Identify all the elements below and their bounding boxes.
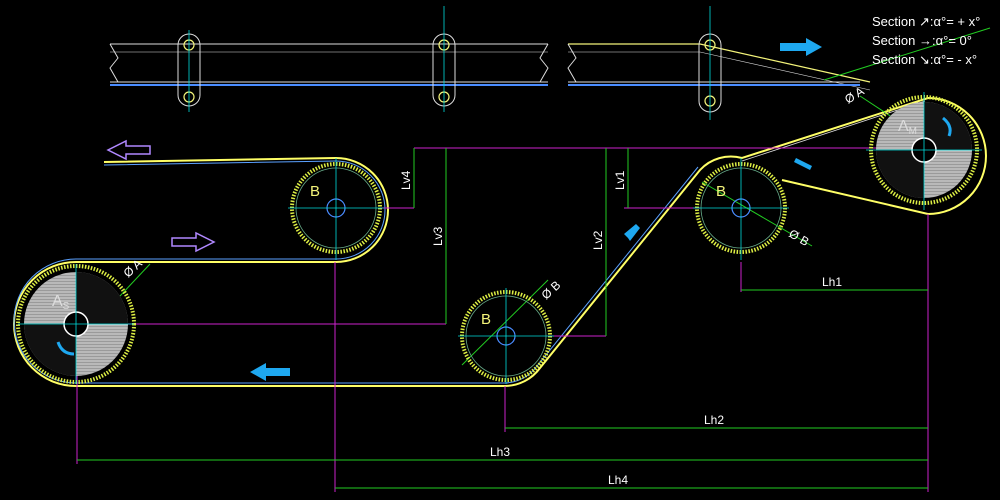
dim-lh2: Lh2 [704, 413, 724, 427]
arrow-right-outline-icon [171, 231, 216, 253]
section-legend: Section ↗:α°= + x° Section →:α°= 0° Sect… [872, 12, 996, 69]
drive-pulley [866, 92, 982, 210]
tail-pulley [16, 264, 136, 384]
diameter-label-idler-upper: Ø B [787, 226, 812, 248]
tail-pulley-label: AS [52, 293, 70, 312]
legend-row-flat: Section →:α°= 0° [872, 31, 996, 50]
drive-pulley-label: AM [898, 118, 917, 137]
dim-lv3: Lv3 [431, 226, 445, 246]
idler-pulley-upper-left [288, 158, 384, 260]
legend-value: :α°= - x° [929, 52, 978, 67]
idler-pulley-upper-right [693, 158, 789, 260]
legend-row-down: Section ↘:α°= - x° [872, 50, 996, 69]
legend-title: Section [872, 14, 916, 29]
diameter-label-tail: Ø A [121, 256, 145, 280]
arrow-up-left-icon [794, 158, 812, 170]
side-view-section-right [567, 6, 991, 120]
idler-label-lower: B [481, 311, 491, 328]
dim-lh1: Lh1 [822, 275, 842, 289]
legend-title: Section [872, 52, 916, 67]
legend-row-up: Section ↗:α°= + x° [872, 12, 996, 31]
dim-lv4: Lv4 [399, 170, 413, 190]
arrow-right-icon [780, 38, 822, 56]
dim-lv1: Lv1 [613, 170, 627, 190]
legend-value: :α°= + x° [929, 14, 981, 29]
arrow-down-left-icon [624, 224, 640, 241]
arrow-left-outline-icon [106, 139, 151, 161]
arrow-right-icon: → [919, 33, 932, 48]
idler-pulley-lower [458, 288, 554, 384]
arrow-left-icon [250, 363, 290, 381]
side-view-section-left [109, 6, 549, 112]
legend-title: Section [872, 33, 916, 48]
dim-lh4: Lh4 [608, 473, 628, 487]
diameter-label-drive: Ø A [842, 84, 866, 106]
dim-lh3: Lh3 [490, 445, 510, 459]
idler-label-upper-left: B [310, 183, 320, 200]
dim-lv2: Lv2 [591, 230, 605, 250]
legend-value: :α°= 0° [932, 33, 972, 48]
dimension-lines [76, 95, 931, 492]
arrow-up-right-icon: ↗ [919, 14, 930, 29]
arrow-down-right-icon: ↘ [919, 52, 930, 67]
diameter-label-idler-lower: Ø B [539, 278, 564, 302]
idler-label-upper-right: B [716, 183, 726, 200]
direction-arrows [106, 38, 822, 381]
